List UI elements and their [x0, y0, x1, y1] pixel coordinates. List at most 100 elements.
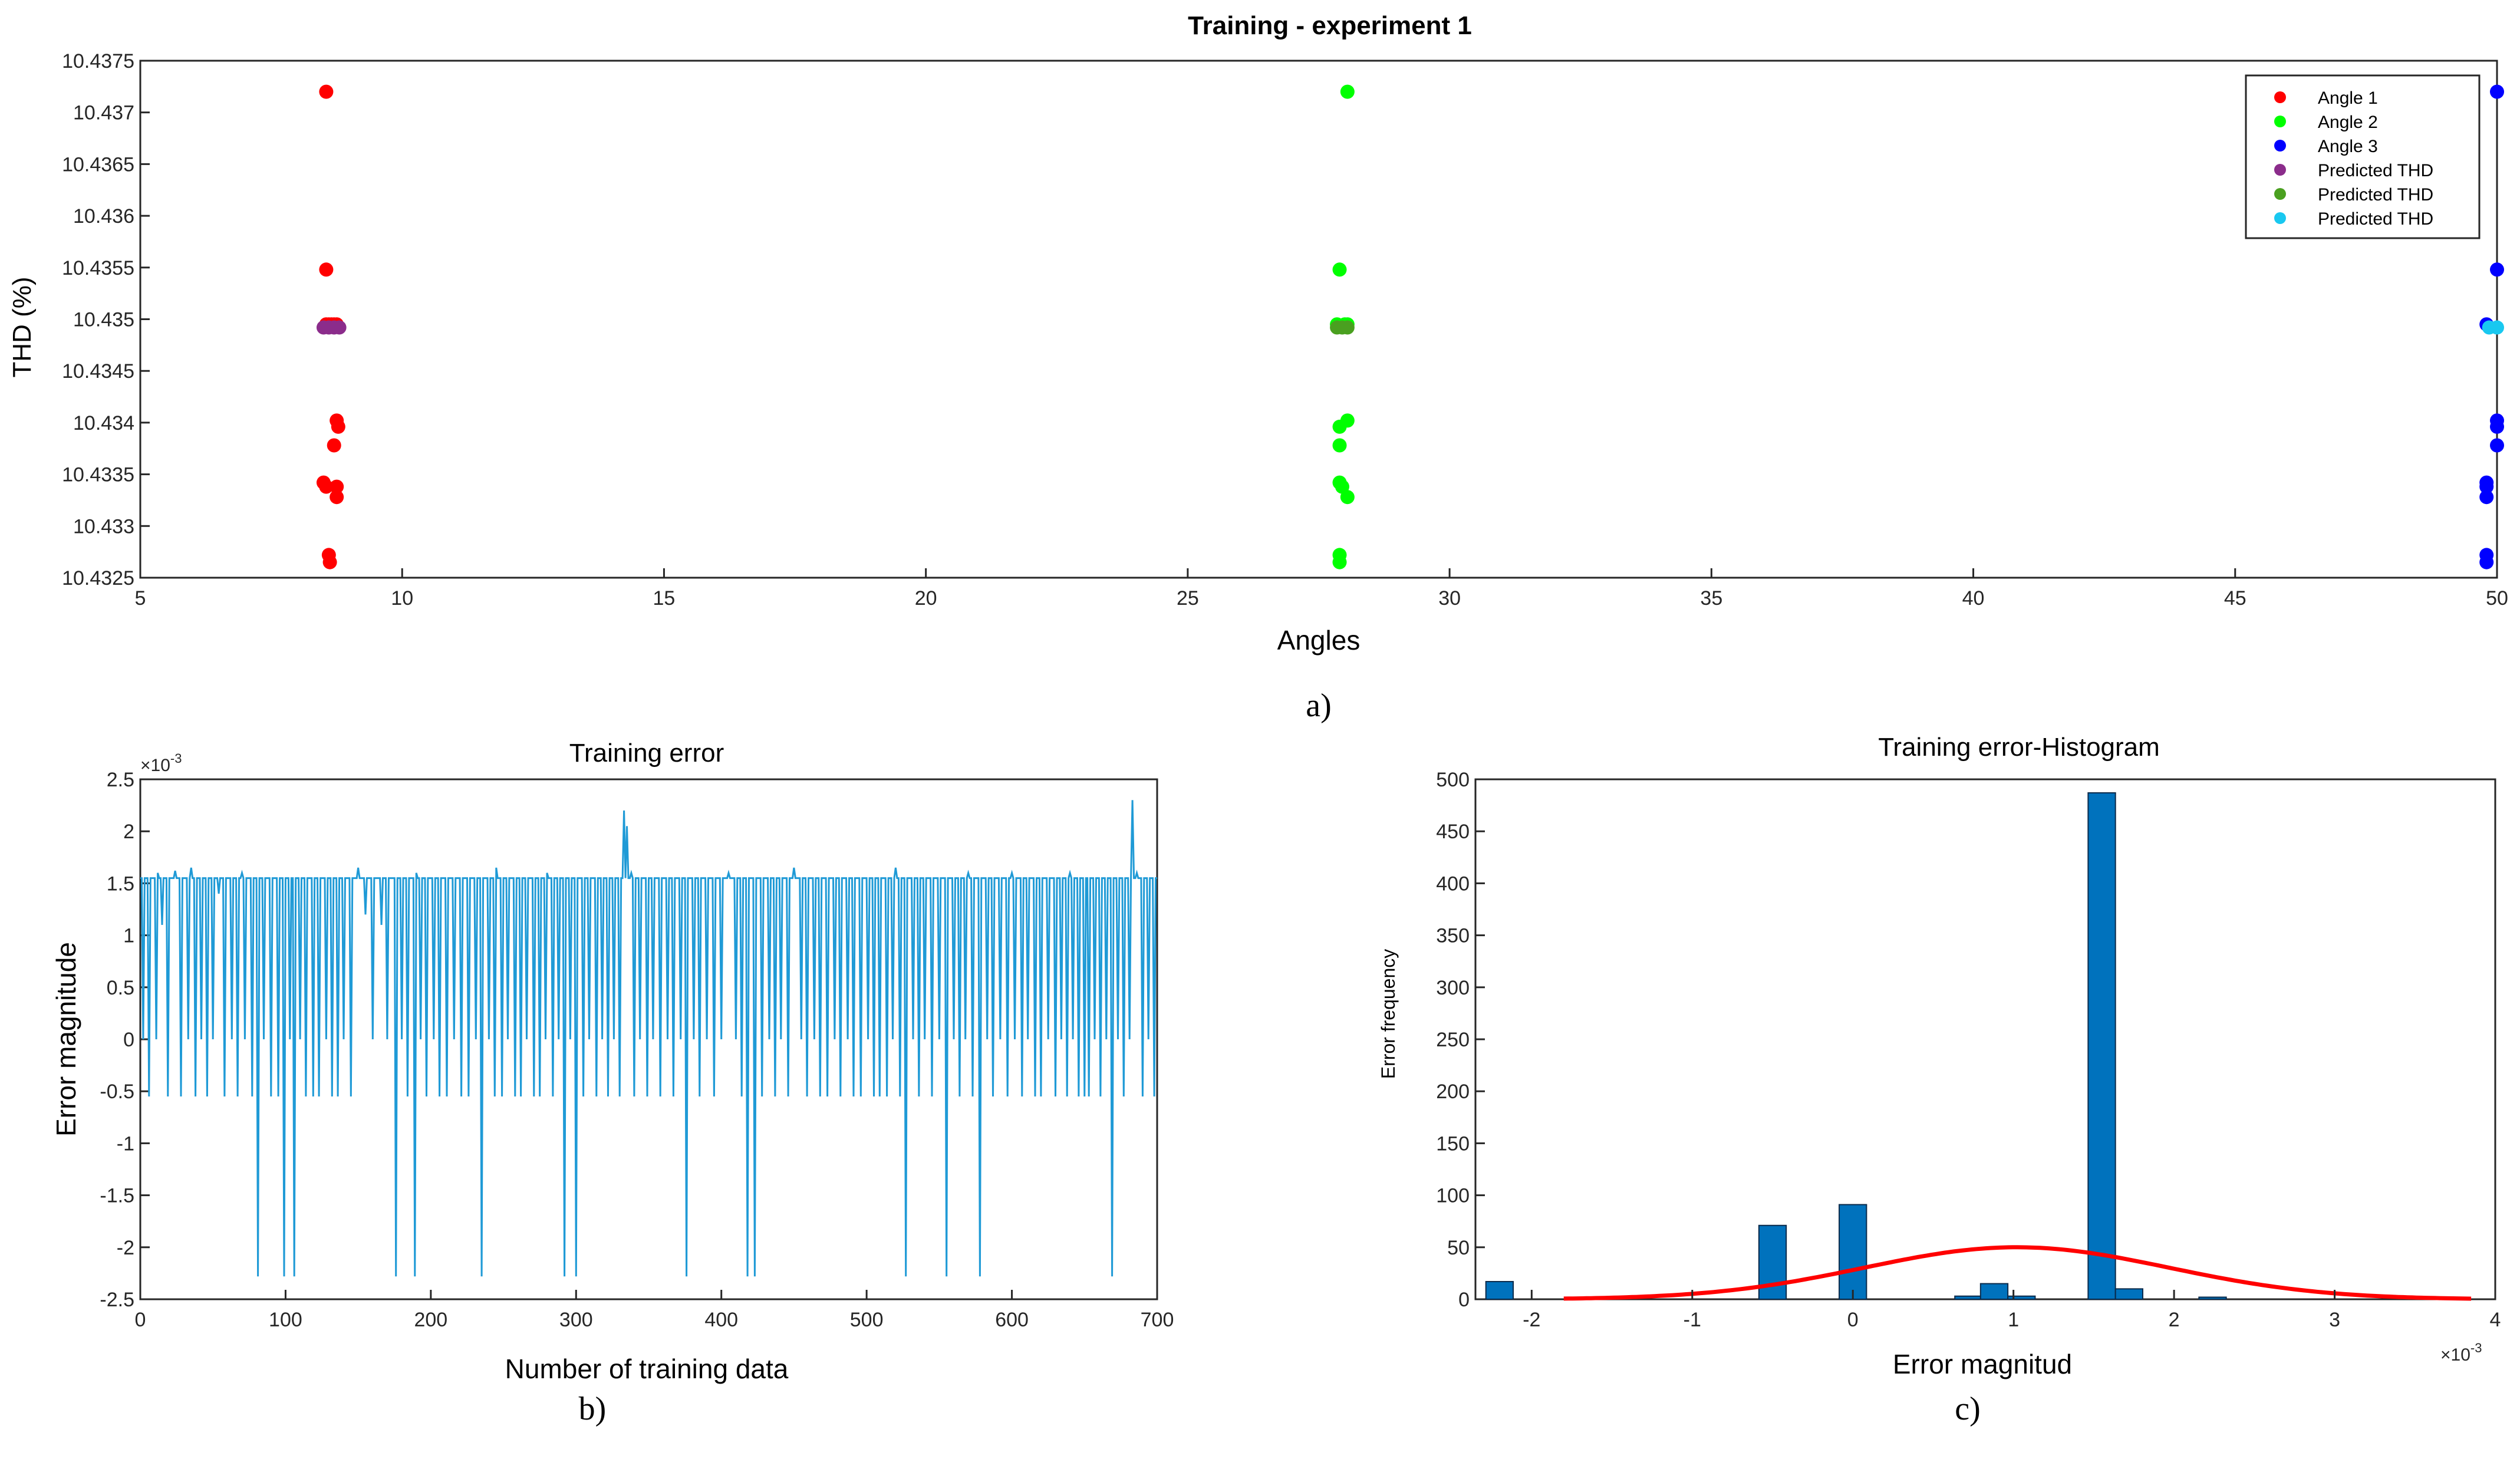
histogram-bar [2087, 792, 2116, 1300]
scatter-point-series-2 [2479, 490, 2494, 505]
x-tick-label: 10 [391, 587, 413, 610]
y-tick-label: 2.5 [107, 769, 134, 791]
histogram-bar [2007, 1295, 2036, 1300]
scatter-point-series-2 [2490, 262, 2504, 277]
x-tick-label: 2 [2169, 1309, 2180, 1331]
scatter-point-series-5 [2490, 320, 2504, 335]
panel-c-caption: c) [1955, 1391, 1981, 1427]
y-tick-label: 0 [123, 1029, 134, 1051]
x-tick-label: -2 [1523, 1309, 1540, 1331]
y-tick-label: 1 [123, 925, 134, 947]
scatter-point-series-1 [1332, 419, 1347, 434]
legend-marker [2274, 116, 2286, 127]
y-tick-label: 100 [1436, 1185, 1470, 1207]
x-tick-label: 15 [653, 587, 676, 610]
panel-b-caption: b) [579, 1391, 607, 1427]
legend-marker [2274, 91, 2286, 103]
panel-b-scale-label: ×10-3 [140, 751, 182, 775]
legend-marker [2274, 164, 2286, 176]
y-tick-label: 50 [1447, 1237, 1470, 1259]
panel-c-title: Training error-Histogram [1878, 733, 2160, 762]
scatter-point-series-3 [332, 320, 347, 335]
x-tick-label: 20 [915, 587, 937, 610]
scatter-point-series-0 [327, 438, 341, 453]
y-tick-label: 2 [123, 821, 134, 843]
scatter-point-series-2 [2479, 479, 2494, 494]
x-tick-label: 300 [559, 1309, 593, 1331]
scatter-point-series-2 [2490, 84, 2504, 99]
panel-c-scale-label: ×10-3 [2440, 1341, 2482, 1365]
y-tick-label: 10.435 [73, 309, 134, 331]
y-tick-label: 250 [1436, 1029, 1470, 1051]
scatter-point-series-4 [1340, 320, 1355, 335]
scatter-point-series-2 [2479, 555, 2494, 569]
x-tick-label: 50 [2486, 587, 2508, 610]
scatter-point-series-0 [331, 419, 345, 434]
scatter-point-series-2 [2490, 438, 2504, 453]
scatter-point-series-0 [322, 555, 337, 569]
y-tick-label: 150 [1436, 1132, 1470, 1155]
y-tick-label: 450 [1436, 821, 1470, 843]
x-tick-label: 700 [1141, 1309, 1174, 1331]
y-tick-label: 10.4365 [62, 153, 134, 176]
y-tick-label: -0.5 [100, 1081, 134, 1103]
legend-marker [2274, 212, 2286, 224]
x-tick-label: 500 [850, 1309, 884, 1331]
y-tick-label: 0 [1458, 1289, 1470, 1311]
legend-entry: Predicted THD [2318, 185, 2433, 205]
legend-entry: Angle 3 [2318, 137, 2378, 156]
panel-b-ylabel: Error magnitude [51, 942, 81, 1137]
x-tick-label: 35 [1700, 587, 1722, 610]
scatter-point-series-1 [1332, 262, 1347, 277]
y-tick-label: 300 [1436, 977, 1470, 999]
y-tick-label: 10.437 [73, 102, 134, 124]
y-tick-label: 10.436 [73, 205, 134, 228]
x-tick-label: 0 [135, 1309, 146, 1331]
histogram-bar [1485, 1281, 1514, 1300]
x-tick-label: 5 [135, 587, 146, 610]
y-tick-label: -1.5 [100, 1185, 134, 1207]
panel-c-histogram: Training error-Histogram -2 -1 0 1 2 3 4 0 50 10… [1378, 733, 2501, 1427]
y-tick-label: 0.5 [107, 977, 134, 999]
legend-entry: Predicted THD [2318, 161, 2433, 180]
y-tick-label: 10.4355 [62, 257, 134, 279]
panel-a-xlabel: Angles [1277, 625, 1361, 656]
x-tick-label: 40 [1962, 587, 1985, 610]
y-tick-label: 10.433 [73, 515, 134, 538]
y-tick-label: 10.4345 [62, 360, 134, 383]
panel-a-caption: a) [1306, 687, 1332, 724]
histogram-bar [1839, 1204, 1867, 1300]
legend-entry: Angle 2 [2318, 113, 2378, 132]
x-tick-label: 4 [2490, 1309, 2501, 1331]
panel-b-error-line [140, 800, 1157, 1277]
scatter-point-series-0 [319, 84, 334, 99]
scatter-point-series-1 [1332, 555, 1347, 569]
panel-c-xlabel: Error magnitud [1893, 1349, 2072, 1379]
panel-a-ylabel: THD (%) [8, 276, 37, 377]
histogram-bar [1979, 1283, 2009, 1300]
scatter-point-series-2 [2490, 419, 2504, 434]
y-tick-label: 10.4325 [62, 567, 134, 589]
histogram-bar [1954, 1295, 1983, 1300]
y-tick-label: 500 [1436, 769, 1470, 791]
y-tick-label: 10.4335 [62, 464, 134, 486]
panel-a-plot-area [139, 60, 2498, 579]
x-tick-label: 100 [269, 1309, 302, 1331]
x-tick-label: 3 [2329, 1309, 2340, 1331]
panel-b-line: Training error 0 100 200 300 400 500 600 700 -2… [51, 739, 1174, 1427]
y-tick-label: 400 [1436, 872, 1470, 895]
scatter-point-series-0 [319, 479, 334, 494]
panel-a-title: Training - experiment 1 [1188, 11, 1472, 40]
legend-entry: Predicted THD [2318, 209, 2433, 229]
legend-marker [2274, 188, 2286, 200]
panel-a-scatter: Training - experiment 1 5 10 15 20 25 30 35 40 4… [8, 11, 2508, 724]
histogram-bar [2198, 1296, 2227, 1300]
scatter-point-series-1 [1340, 84, 1355, 99]
y-tick-label: 10.4375 [62, 50, 134, 73]
panel-c-plot-area [1474, 778, 2496, 1300]
x-tick-label: 600 [995, 1309, 1029, 1331]
legend-marker [2274, 140, 2286, 152]
panel-a-legend: Angle 1 Angle 2 Angle 3 Predicted THD Predic… [2245, 74, 2481, 239]
panel-c-ylabel: Error frequency [1378, 949, 1399, 1079]
